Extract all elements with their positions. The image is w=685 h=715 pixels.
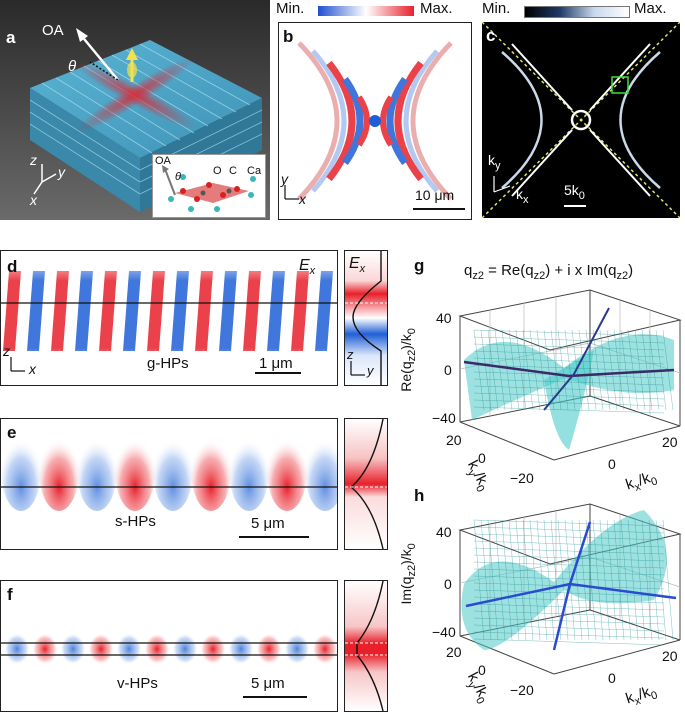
scalebar-d: 1 μm (259, 355, 293, 372)
crystal-left-face (30, 88, 140, 212)
oa-label: OA (42, 22, 64, 39)
panel-d-label: d (7, 257, 18, 276)
zticks-h-0: 40 (436, 524, 452, 540)
selection-box (611, 76, 629, 94)
inset-ca-label: Ca (247, 165, 262, 177)
side-field-label-d: Ex (349, 255, 366, 276)
axis-z-d: z (3, 343, 10, 359)
xticks-g-1: 20 (662, 434, 678, 450)
isofrequency-plot (482, 22, 680, 218)
mode-label-f: v-HPs (117, 675, 158, 692)
yticks-h-2: −20 (510, 682, 534, 698)
axis-z-label: z (30, 152, 37, 168)
field-label-d: Ex (299, 257, 316, 278)
panel-b: Min. Max. b y x 10 μm (276, 0, 474, 220)
s-hp-field-plot (1, 431, 337, 538)
zlabel-h: Im(qz2)/k0 (398, 543, 418, 605)
colorbar-max-c: Max. (634, 0, 667, 17)
panel-a: a OA θ z y x OA θ O C Ca (0, 0, 270, 220)
axis-ky-c: ky (488, 152, 501, 172)
scalebar-f: 5 μm (251, 675, 285, 692)
inset-o-label: O (213, 165, 222, 177)
xticks-h-1: 20 (662, 648, 678, 664)
yticks-h-0: 20 (446, 644, 462, 660)
s-hp-profile-plot (345, 419, 387, 549)
zticks-g-1: 0 (444, 362, 452, 378)
panel-g: g qz2 = Re(qz2) + i x Im(qz2) (394, 250, 685, 500)
axis-x-d: x (29, 361, 36, 377)
colorbar-min-c: Min. (482, 0, 511, 17)
yticks-h-1: 0 (478, 662, 486, 678)
panel-c-label: c (486, 26, 496, 45)
inset-c-label: C (229, 165, 237, 177)
axis-x-b: x (299, 191, 306, 207)
side-axis-y-d: y (367, 363, 374, 378)
axis-y-label: y (58, 164, 65, 180)
side-axis-z-d: z (347, 347, 354, 362)
zticks-h-1: 0 (444, 576, 452, 592)
molecule-structure-icon (162, 165, 256, 212)
panel-c: Min. Max. c ky kx 5k0 (480, 0, 685, 220)
panel-h-label: h (414, 486, 425, 505)
scalebar-c: 5k0 (564, 182, 585, 202)
scalebar-b: 10 μm (415, 187, 455, 203)
molecule-inset: OA θ O C Ca (152, 154, 266, 218)
g-hp-field-plot (1, 251, 337, 385)
mode-label-d: g-HPs (147, 355, 189, 372)
panel-a-label: a (6, 28, 16, 47)
colorbar-c (524, 6, 630, 18)
zlabel-g: Re(qz2)/k0 (398, 328, 418, 392)
panel-f-label: f (7, 585, 13, 604)
panel-e-profile (344, 418, 388, 550)
panel-b-label: b (283, 27, 294, 46)
scalebar-e: 5 μm (251, 515, 285, 532)
zticks-g-0: 40 (436, 310, 452, 326)
oa-arrow (79, 33, 119, 81)
xticks-g-0: 0 (608, 456, 616, 472)
re-q-surface-plot (458, 289, 682, 461)
colorbar-b (318, 6, 414, 16)
colorbar-max-b: Max. (420, 0, 453, 17)
zticks-h-2: −40 (432, 624, 456, 640)
panel-e-label: e (7, 423, 17, 442)
panel-e: e s-HPs 5 μm (0, 418, 338, 550)
inset-theta-label: θ (175, 171, 181, 183)
zticks-g-2: −40 (432, 410, 456, 426)
im-q-surface-plot (458, 503, 682, 675)
panel-d-profile: Ex z y (344, 250, 388, 386)
axis-x-label: x (30, 192, 37, 208)
axes-icon (33, 164, 57, 195)
g-hp-profile-plot (345, 251, 387, 385)
panel-h: h Im(qz2)/k0 40 0 −40 20 0 −20 0 20 (394, 480, 685, 715)
yticks-g-1: 0 (478, 450, 486, 466)
panel-f-profile (344, 580, 388, 712)
im-surface-mesh (461, 510, 674, 650)
field-map-b: b y x 10 μm (278, 22, 472, 220)
theta-label: θ (68, 58, 77, 75)
v-hp-profile-plot (345, 581, 387, 711)
yticks-g-0: 20 (446, 432, 462, 448)
v-hp-field-plot (1, 633, 337, 698)
colorbar-min-b: Min. (276, 0, 305, 17)
panel-d: d Ex g-HPs 1 μm z x (0, 250, 338, 386)
panel-g-title: qz2 = Re(qz2) + i x Im(qz2) (464, 262, 634, 282)
xticks-h-0: 0 (608, 670, 616, 686)
inset-oa-label: OA (155, 155, 171, 167)
yticks-g-2: −20 (510, 470, 534, 486)
mode-label-e: s-HPs (115, 513, 156, 530)
panel-f: f v-HPs 5 μm (0, 580, 338, 712)
hyperbolic-x-pattern (73, 56, 197, 134)
momentum-map-c: c ky kx 5k0 (482, 22, 680, 218)
axis-kx-c: kx (516, 186, 529, 206)
panel-g-label: g (414, 256, 425, 275)
axis-y-b: y (281, 171, 288, 187)
hyperbolic-field-plot (284, 41, 465, 210)
